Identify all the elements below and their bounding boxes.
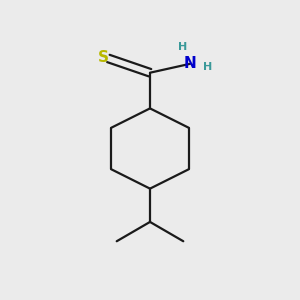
Text: H: H [203, 62, 213, 72]
Text: H: H [178, 43, 187, 52]
Text: S: S [98, 50, 109, 65]
Text: N: N [184, 56, 196, 71]
